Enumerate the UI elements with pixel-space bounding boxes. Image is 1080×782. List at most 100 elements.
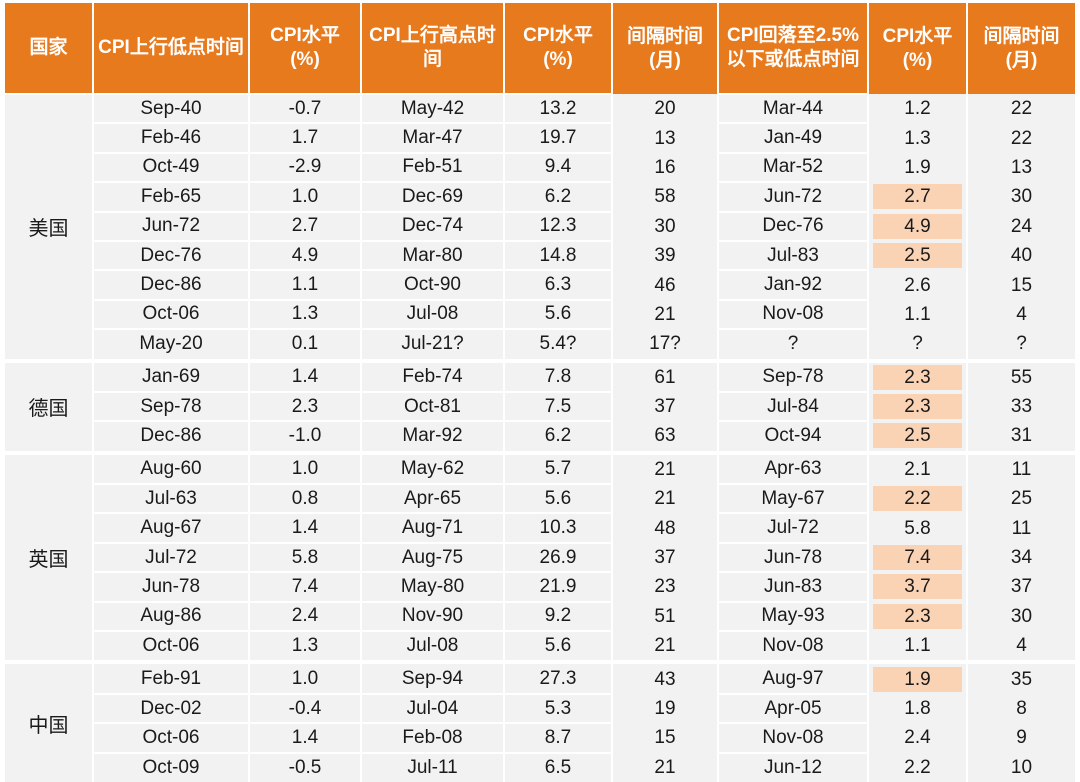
low-date-cell: Feb-46	[92, 122, 249, 153]
low-cpi-cell: 1.4	[248, 358, 361, 392]
low-cpi-cell: 0.1	[248, 328, 361, 361]
fall-cpi-value: 2.3	[873, 364, 962, 390]
interval-rise-value: 48	[654, 517, 676, 539]
fall-cpi-cell: 1.1	[867, 299, 967, 330]
high-date-cell: Oct-90	[360, 269, 504, 300]
interval-rise-value: 21	[654, 458, 676, 480]
low-date-cell: Oct-06	[92, 298, 249, 330]
fall-date-cell: May-93	[717, 600, 868, 632]
interval-rise-cell: 21	[611, 299, 718, 330]
fall-cpi-cell: 2.2	[867, 484, 967, 514]
table-row: Sep-78 2.3 Oct-81 7.5 37 Jul-84 2.3 33	[5, 390, 1075, 422]
fall-cpi-value: 4.9	[873, 213, 962, 239]
interval-rise-cell: 43	[611, 660, 718, 694]
low-date-cell: Jul-72	[92, 541, 249, 573]
low-date-cell: Aug-60	[92, 450, 249, 485]
low-cpi-cell: -0.4	[248, 692, 361, 724]
fall-cpi-cell: ?	[867, 329, 967, 361]
high-date-cell: Nov-90	[360, 600, 504, 632]
fall-date-cell: Nov-08	[717, 722, 868, 753]
low-cpi-cell: 1.7	[248, 122, 361, 153]
fall-date-cell: Mar-44	[717, 92, 868, 124]
header-interval-rise: 间隔时间 (月)	[611, 3, 718, 94]
interval-rise-value: 61	[654, 366, 676, 388]
interval-fall-cell: 11	[966, 513, 1075, 543]
table-row: Feb-46 1.7 Mar-47 19.7 13 Jan-49 1.3 22	[5, 122, 1075, 153]
table-row: Jul-63 0.8 Apr-65 5.6 21 May-67 2.2 25	[5, 483, 1075, 514]
fall-cpi-cell: 4.9	[867, 211, 967, 241]
low-cpi-cell: 1.1	[248, 269, 361, 300]
interval-rise-cell: 63	[611, 421, 718, 453]
high-date-cell: Oct-81	[360, 390, 504, 422]
high-date-cell: Jul-08	[360, 630, 504, 663]
low-date-cell: Aug-86	[92, 600, 249, 632]
fall-cpi-cell: 1.3	[867, 123, 967, 153]
interval-fall-cell: 24	[966, 211, 1075, 241]
low-cpi-cell: 1.0	[248, 450, 361, 485]
country-cell: 德国	[5, 358, 93, 453]
fall-date-cell: Jul-84	[717, 390, 868, 422]
high-date-cell: Apr-65	[360, 483, 504, 514]
fall-cpi-value: 2.7	[873, 184, 962, 210]
fall-cpi-value: 1.9	[873, 666, 962, 692]
interval-rise-cell: 15	[611, 723, 718, 753]
low-cpi-cell: 1.4	[248, 722, 361, 753]
high-cpi-cell: 5.4?	[503, 328, 612, 361]
header-high-cpi: CPI水平 (%)	[503, 3, 612, 94]
low-date-cell: Feb-91	[92, 660, 249, 694]
low-cpi-cell: -0.7	[248, 92, 361, 124]
fall-date-cell: Sep-78	[717, 358, 868, 392]
high-cpi-cell: 26.9	[503, 541, 612, 573]
interval-fall-value: 37	[1010, 576, 1033, 598]
interval-fall-cell: 4	[966, 631, 1075, 663]
interval-fall-value: 40	[1010, 245, 1033, 267]
high-date-cell: Jul-08	[360, 298, 504, 330]
interval-fall-value: 55	[1010, 366, 1033, 388]
interval-fall-value: 22	[1010, 127, 1033, 149]
high-date-cell: Mar-80	[360, 239, 504, 271]
table-row: Oct-49 -2.9 Feb-51 9.4 16 Mar-52 1.9 13	[5, 151, 1075, 183]
fall-cpi-cell: 2.1	[867, 450, 967, 485]
interval-rise-cell: 21	[611, 484, 718, 514]
low-cpi-cell: 1.4	[248, 512, 361, 543]
fall-cpi-value: 1.1	[904, 635, 931, 657]
high-date-cell: May-42	[360, 92, 504, 124]
interval-rise-value: 46	[654, 274, 676, 296]
table-row: Aug-86 2.4 Nov-90 9.2 51 May-93 2.3 30	[5, 600, 1075, 632]
interval-fall-cell: 9	[966, 723, 1075, 753]
interval-rise-value: 20	[654, 98, 676, 120]
header-country: 国家	[5, 3, 93, 94]
fall-date-cell: Jun-72	[717, 181, 868, 212]
fall-cpi-value: 1.3	[904, 127, 931, 149]
high-date-cell: Jul-04	[360, 692, 504, 724]
interval-fall-cell: 35	[966, 660, 1075, 694]
high-cpi-cell: 21.9	[503, 571, 612, 602]
low-date-cell: Oct-49	[92, 151, 249, 183]
fall-cpi-cell: 2.5	[867, 421, 967, 453]
fall-cpi-value: 2.1	[904, 458, 931, 480]
fall-cpi-value: 2.5	[873, 243, 962, 269]
interval-rise-value: 16	[654, 156, 676, 178]
interval-rise-value: 63	[654, 425, 676, 447]
interval-fall-cell: 10	[966, 752, 1075, 782]
high-date-cell: Jul-21?	[360, 328, 504, 361]
fall-cpi-value: 1.9	[904, 156, 931, 178]
table-row: Oct-06 1.4 Feb-08 8.7 15 Nov-08 2.4 9	[5, 722, 1075, 753]
interval-fall-value: 15	[1010, 274, 1033, 296]
interval-fall-value: 10	[1010, 756, 1033, 778]
high-cpi-cell: 10.3	[503, 512, 612, 543]
country-cell: 英国	[5, 450, 93, 663]
interval-rise-cell: 48	[611, 513, 718, 543]
fall-cpi-value: 7.4	[873, 545, 962, 571]
interval-fall-cell: 13	[966, 152, 1075, 183]
interval-fall-value: 31	[1010, 425, 1033, 447]
low-date-cell: Jan-69	[92, 358, 249, 392]
fall-date-cell: Jul-83	[717, 239, 868, 271]
low-date-cell: Jun-78	[92, 571, 249, 602]
fall-cpi-value: 5.8	[904, 517, 931, 539]
high-cpi-cell: 19.7	[503, 122, 612, 153]
interval-rise-value: 19	[654, 698, 676, 719]
low-cpi-cell: 1.0	[248, 181, 361, 212]
fall-date-cell: Apr-05	[717, 692, 868, 724]
interval-fall-cell: 34	[966, 542, 1075, 573]
